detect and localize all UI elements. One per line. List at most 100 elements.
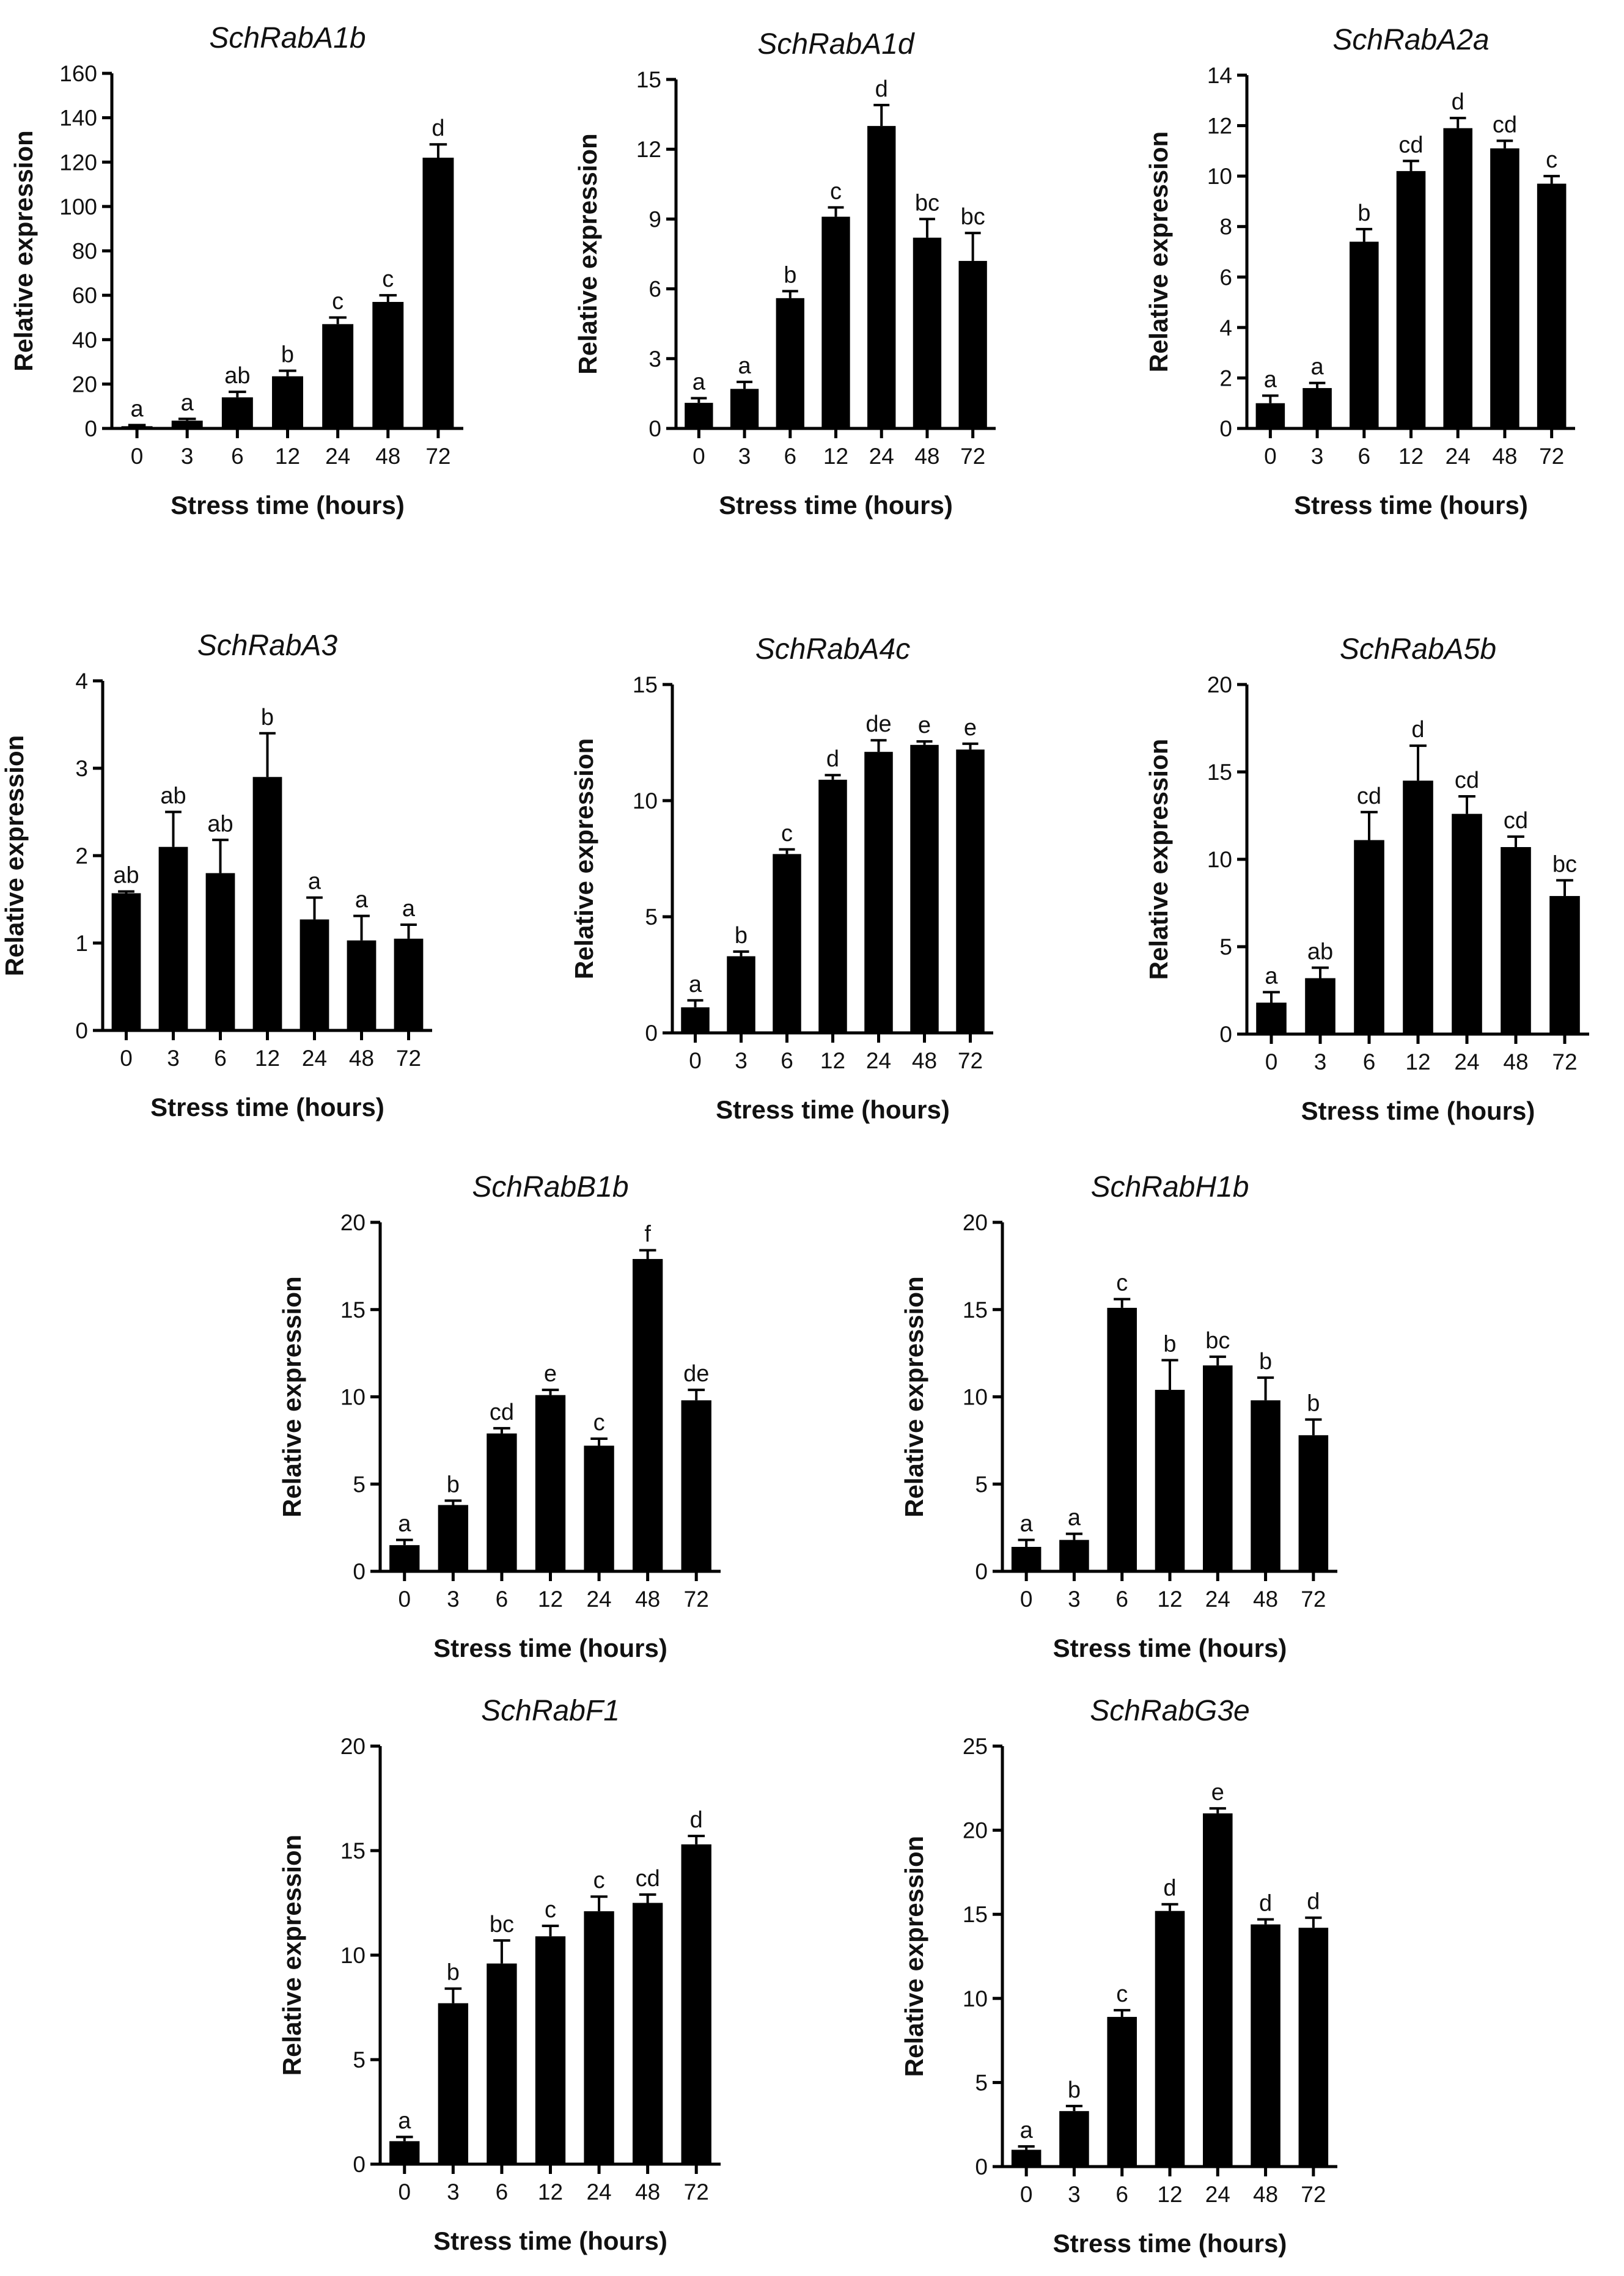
x-tick-label: 6	[1115, 2182, 1128, 2207]
significance-letter: a	[181, 390, 194, 416]
bar	[821, 216, 850, 428]
chart-title: SchRabB1b	[472, 1171, 628, 1203]
significance-letter: a	[1311, 354, 1325, 380]
bar	[1011, 1547, 1042, 1571]
x-tick-label: 3	[167, 1046, 180, 1071]
significance-letter: cd	[1357, 784, 1381, 809]
y-tick-label: 5	[353, 2047, 366, 2072]
significance-letter: cd	[1398, 132, 1423, 158]
x-tick-label: 3	[1068, 2182, 1081, 2207]
y-tick-label: 5	[645, 905, 658, 930]
y-tick-label: 2	[75, 843, 88, 868]
y-axis-label: Relative expression	[1144, 131, 1173, 373]
x-tick-label: 48	[375, 444, 400, 469]
x-tick-label: 3	[1311, 444, 1324, 469]
bar	[272, 376, 303, 428]
chart-title: SchRabA3	[197, 630, 338, 662]
x-axis-label: Stress time (hours)	[719, 491, 953, 519]
y-tick-label: 0	[353, 2152, 366, 2177]
x-tick-label: 24	[1454, 1049, 1479, 1074]
x-axis-label: Stress time (hours)	[433, 1634, 667, 1662]
bar	[372, 302, 404, 428]
y-tick-label: 0	[353, 1559, 366, 1584]
x-tick-label: 24	[325, 444, 350, 469]
x-tick-label: 6	[214, 1046, 227, 1071]
y-axis-label: Relative expression	[1144, 739, 1173, 980]
bar	[1059, 1540, 1089, 1571]
y-tick-label: 60	[72, 283, 97, 308]
y-tick-label: 2	[1219, 365, 1232, 391]
significance-letter: c	[545, 1897, 556, 1923]
significance-letter: a	[402, 896, 416, 922]
significance-letter: de	[865, 711, 891, 737]
bar	[221, 397, 253, 428]
y-tick-label: 10	[963, 1986, 988, 2011]
bar	[864, 752, 893, 1033]
significance-letter: b	[784, 262, 796, 288]
bar	[347, 940, 377, 1030]
significance-letter: c	[1546, 147, 1557, 173]
significance-letter: c	[332, 288, 344, 314]
bar	[1107, 2017, 1137, 2167]
significance-letter: ab	[224, 363, 250, 389]
bar	[1452, 813, 1482, 1034]
bar	[1255, 403, 1285, 428]
x-tick-label: 24	[586, 1587, 611, 1612]
x-tick-label: 48	[635, 2179, 660, 2204]
significance-letter: a	[131, 397, 144, 422]
bar	[1403, 780, 1433, 1034]
bar	[1251, 1400, 1280, 1571]
chart-title: SchRabA2a	[1332, 24, 1489, 56]
x-tick-label: 0	[689, 1048, 702, 1073]
significance-letter: d	[1452, 89, 1464, 115]
y-tick-label: 20	[963, 1210, 988, 1235]
x-axis-label: Stress time (hours)	[433, 2226, 667, 2255]
bar	[158, 846, 188, 1030]
bar	[1396, 171, 1426, 428]
y-tick-label: 0	[1219, 1022, 1232, 1047]
x-tick-label: 12	[255, 1046, 280, 1071]
y-tick-label: 15	[633, 672, 658, 697]
x-tick-label: 72	[1539, 444, 1564, 469]
x-tick-label: 6	[1363, 1049, 1376, 1074]
significance-letter: e	[1211, 1780, 1224, 1805]
bar	[535, 1395, 566, 1571]
y-tick-label: 10	[340, 1943, 366, 1968]
y-tick-label: 5	[975, 2070, 988, 2095]
significance-letter: a	[308, 869, 321, 895]
y-tick-label: 5	[1219, 934, 1232, 960]
y-tick-label: 100	[59, 194, 97, 219]
significance-letter: d	[1163, 1876, 1176, 1901]
significance-letter: ab	[1307, 939, 1333, 964]
y-tick-label: 0	[645, 1021, 658, 1046]
significance-letter: b	[1358, 200, 1370, 226]
significance-letter: bc	[1205, 1328, 1230, 1354]
y-tick-label: 4	[1219, 315, 1232, 340]
significance-letter: b	[1068, 2077, 1081, 2103]
x-tick-label: 48	[1492, 444, 1517, 469]
x-tick-label: 24	[1446, 444, 1471, 469]
significance-letter: b	[1163, 1332, 1176, 1357]
significance-letter: c	[781, 821, 793, 846]
significance-letter: a	[1265, 963, 1278, 989]
x-tick-label: 24	[586, 2179, 611, 2204]
significance-letter: e	[544, 1361, 557, 1387]
significance-letter: b	[281, 342, 294, 368]
y-tick-label: 15	[340, 1838, 366, 1863]
x-tick-label: 0	[120, 1046, 133, 1071]
significance-letter: ab	[207, 811, 233, 837]
x-tick-label: 12	[1398, 444, 1424, 469]
bar	[252, 777, 282, 1030]
significance-letter: c	[830, 178, 842, 204]
y-tick-label: 3	[648, 347, 661, 372]
y-tick-label: 5	[975, 1472, 988, 1497]
chart-title: SchRabA1d	[757, 28, 914, 61]
y-tick-label: 10	[1207, 164, 1232, 189]
y-tick-label: 10	[963, 1385, 988, 1410]
significance-letter: b	[1307, 1391, 1320, 1417]
y-axis-label: Relative expression	[0, 735, 29, 977]
x-tick-label: 24	[866, 1048, 891, 1073]
bar	[1354, 840, 1384, 1034]
x-tick-label: 3	[1314, 1049, 1327, 1074]
significance-letter: a	[693, 370, 706, 395]
